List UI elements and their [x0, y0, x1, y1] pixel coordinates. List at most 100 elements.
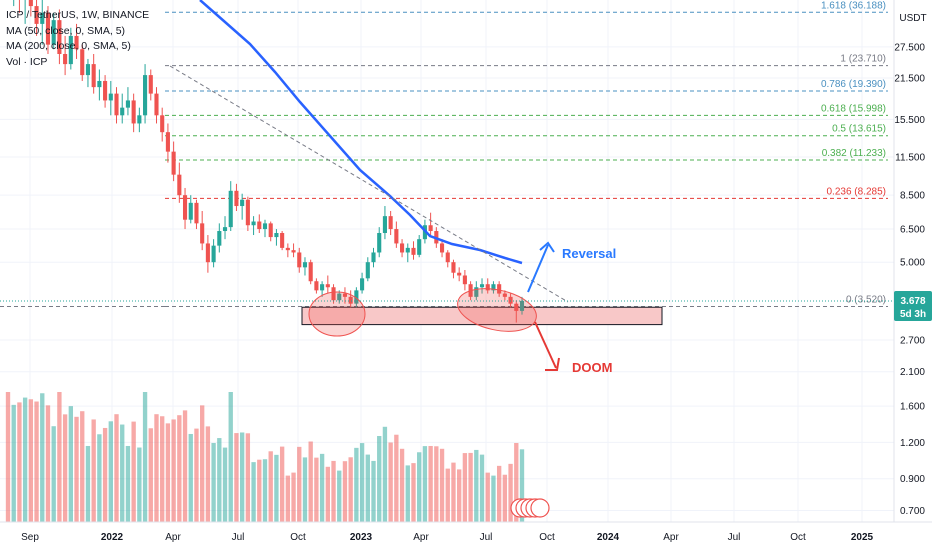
candle-body: [217, 231, 222, 246]
last-price-label: 3.678: [900, 296, 925, 307]
candle-body: [451, 262, 456, 273]
reversal-arrow-head: [539, 241, 555, 253]
candle-body: [502, 293, 507, 297]
volume-bar: [371, 460, 376, 522]
fib-level-label: 1 (23.710): [840, 54, 886, 65]
volume-bar: [314, 457, 319, 522]
ma200-legend[interactable]: MA (200, close, 0, SMA, 5): [6, 40, 131, 52]
volume-bar: [422, 446, 428, 522]
volume-bar: [297, 446, 302, 522]
doom-label: DOOM: [572, 360, 612, 375]
candle-body: [257, 221, 262, 230]
candle-body: [125, 100, 130, 108]
chart-legend: ICP / TetherUS, 1W, BINANCE MA (50, clos…: [6, 8, 149, 70]
candle-body: [354, 290, 359, 304]
volume-bar: [411, 463, 416, 522]
candle-body: [325, 284, 330, 288]
volume-bar: [268, 451, 273, 522]
volume-bar: [137, 447, 142, 522]
candle-body: [137, 115, 142, 124]
volume-bar: [388, 442, 393, 522]
volume-bar: [245, 433, 251, 522]
volume-bar: [205, 426, 211, 522]
price-tick-label: 2.700: [900, 336, 925, 347]
time-tick-label: Oct: [790, 532, 806, 543]
price-axis-bg: [894, 0, 932, 522]
volume-bar: [160, 416, 165, 522]
time-tick-label: Apr: [413, 532, 429, 543]
volume-bar: [85, 445, 91, 522]
volume-bar: [177, 415, 182, 522]
volume-bar: [457, 469, 462, 522]
price-tick-label: 15.500: [894, 115, 925, 126]
candle-body: [177, 174, 182, 196]
volume-bar: [485, 472, 490, 522]
volume-legend[interactable]: Vol · ICP: [6, 55, 48, 68]
candle-body: [308, 262, 313, 282]
volume-bar: [251, 462, 256, 522]
ma50-legend[interactable]: MA (50, close, 0, SMA, 5): [6, 24, 126, 37]
volume-bar: [234, 433, 239, 522]
candle-body: [268, 223, 273, 238]
drawing-annotations: Reversal DOOM: [0, 65, 894, 518]
time-tick-label: Jul: [480, 532, 493, 543]
price-tick-label: 21.500: [894, 74, 925, 85]
candle-body: [360, 278, 365, 291]
volume-bar: [308, 441, 313, 522]
fib-level-label: 0.382 (11.233): [822, 148, 886, 159]
volume-bar: [496, 465, 502, 522]
candle-body: [85, 64, 91, 76]
volume-bar: [377, 436, 382, 522]
candle-body: [68, 35, 73, 65]
volume-bar: [319, 453, 325, 522]
volume-bar: [291, 472, 296, 522]
candle-body: [320, 284, 325, 291]
doom-arrow-line: [534, 321, 557, 369]
symbol-title[interactable]: ICP / TetherUS, 1W, BINANCE: [6, 9, 150, 21]
candle-body: [108, 93, 113, 101]
candle-body: [479, 284, 485, 288]
candle-body: [194, 202, 199, 224]
time-tick-label: 2024: [597, 532, 620, 543]
candle-body: [57, 20, 62, 55]
candle-body: [485, 284, 490, 291]
volume-bars: [5, 392, 525, 522]
volume-bar: [428, 445, 433, 522]
candle-body: [182, 195, 188, 220]
volume-bar: [211, 442, 216, 522]
volume-bar: [222, 447, 228, 522]
volume-bar: [417, 452, 422, 522]
candle-body: [103, 80, 108, 101]
time-axis[interactable]: Sep 2022 Apr Jul Oct 2023 Apr Jul Oct 2024 Apr Jul O…: [0, 521, 932, 543]
candle-body: [280, 233, 285, 248]
price-tick-label: 1.200: [900, 438, 925, 449]
candle-body: [365, 262, 370, 279]
fib-level-label: 0.5 (13.615): [832, 124, 886, 135]
candle-body: [405, 247, 410, 253]
fib-retracement-levels: 1.618 (36.188) 1 (23.710) 0.786 (19.390) 0.…: [0, 0, 888, 308]
candle-body: [377, 233, 382, 253]
price-tick-label: 6.500: [900, 225, 925, 236]
time-tick-label: 2025: [851, 532, 874, 543]
volume-bar: [5, 392, 11, 522]
volume-bar: [325, 466, 330, 522]
candle-body: [251, 221, 256, 226]
candle-body: [302, 262, 308, 268]
volume-bar: [337, 470, 342, 522]
candle-body: [148, 75, 153, 94]
descending-trendline: [169, 65, 569, 303]
candle-body: [439, 243, 445, 253]
time-tick-label: Jul: [232, 532, 245, 543]
candle-body: [519, 300, 525, 311]
candle-body: [274, 233, 279, 238]
volume-bar: [188, 433, 193, 522]
volume-bar: [479, 454, 485, 522]
fib-level-label: 0.618 (15.998): [821, 103, 886, 114]
volume-bar: [11, 404, 16, 522]
event-marker: [530, 498, 550, 518]
price-axis[interactable]: USDT 27.500 21.500 15.500 11.500 8.500 6.500 5.…: [893, 0, 932, 522]
volume-bar: [120, 424, 125, 522]
volume-bar: [399, 448, 405, 522]
volume-bar: [68, 406, 73, 522]
